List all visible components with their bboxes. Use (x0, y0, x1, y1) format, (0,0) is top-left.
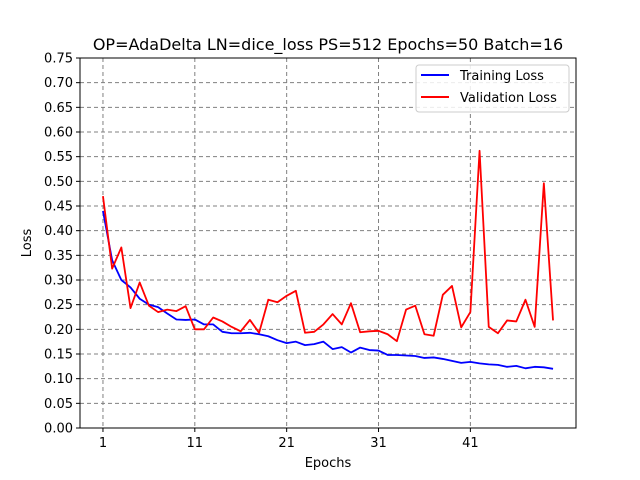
x-tick-label: 21 (278, 436, 295, 451)
y-tick-label: 0.75 (44, 52, 73, 67)
x-tick-label: 11 (187, 436, 204, 451)
y-tick-label: 0.50 (44, 175, 73, 190)
y-tick-label: 0.65 (44, 101, 73, 116)
y-tick-label: 0.30 (44, 274, 73, 289)
y-tick-label: 0.05 (44, 397, 73, 412)
y-tick-label: 0.15 (44, 348, 73, 363)
legend: Training Loss Validation Loss (415, 64, 570, 113)
y-tick-label: 0.60 (44, 126, 73, 141)
x-tick-label: 31 (370, 436, 387, 451)
y-tick-label: 0.40 (44, 224, 73, 239)
y-tick-label: 0.25 (44, 298, 73, 313)
y-tick-label: 0.10 (44, 372, 73, 387)
x-tick-label: 1 (99, 436, 107, 451)
chart-title: OP=AdaDelta LN=dice_loss PS=512 Epochs=5… (93, 35, 563, 55)
x-tick-label: 41 (462, 436, 479, 451)
legend-label-validation: Validation Loss (460, 91, 557, 106)
series-line-validation-loss (102, 149, 554, 343)
y-tick-label: 0.70 (44, 76, 73, 91)
series-line-training-loss (102, 210, 554, 370)
y-axis: 0.00 0.05 0.10 0.15 0.20 0.25 0.30 0.35 0.40 0.45… (44, 52, 80, 437)
plot-frame (79, 57, 577, 429)
legend-box (415, 64, 570, 113)
y-tick-label: 0.20 (44, 323, 73, 338)
y-tick-label: 0.45 (44, 200, 73, 215)
y-tick-label: 0.55 (44, 150, 73, 165)
x-axis-title: Epochs (305, 456, 352, 471)
y-axis-title: Loss (20, 229, 35, 258)
legend-label-training: Training Loss (459, 69, 544, 84)
series-layer (102, 149, 554, 370)
y-tick-label: 0.35 (44, 249, 73, 264)
y-tick-label: 0.00 (44, 422, 73, 437)
x-axis: 1 11 21 31 41 (99, 428, 479, 451)
